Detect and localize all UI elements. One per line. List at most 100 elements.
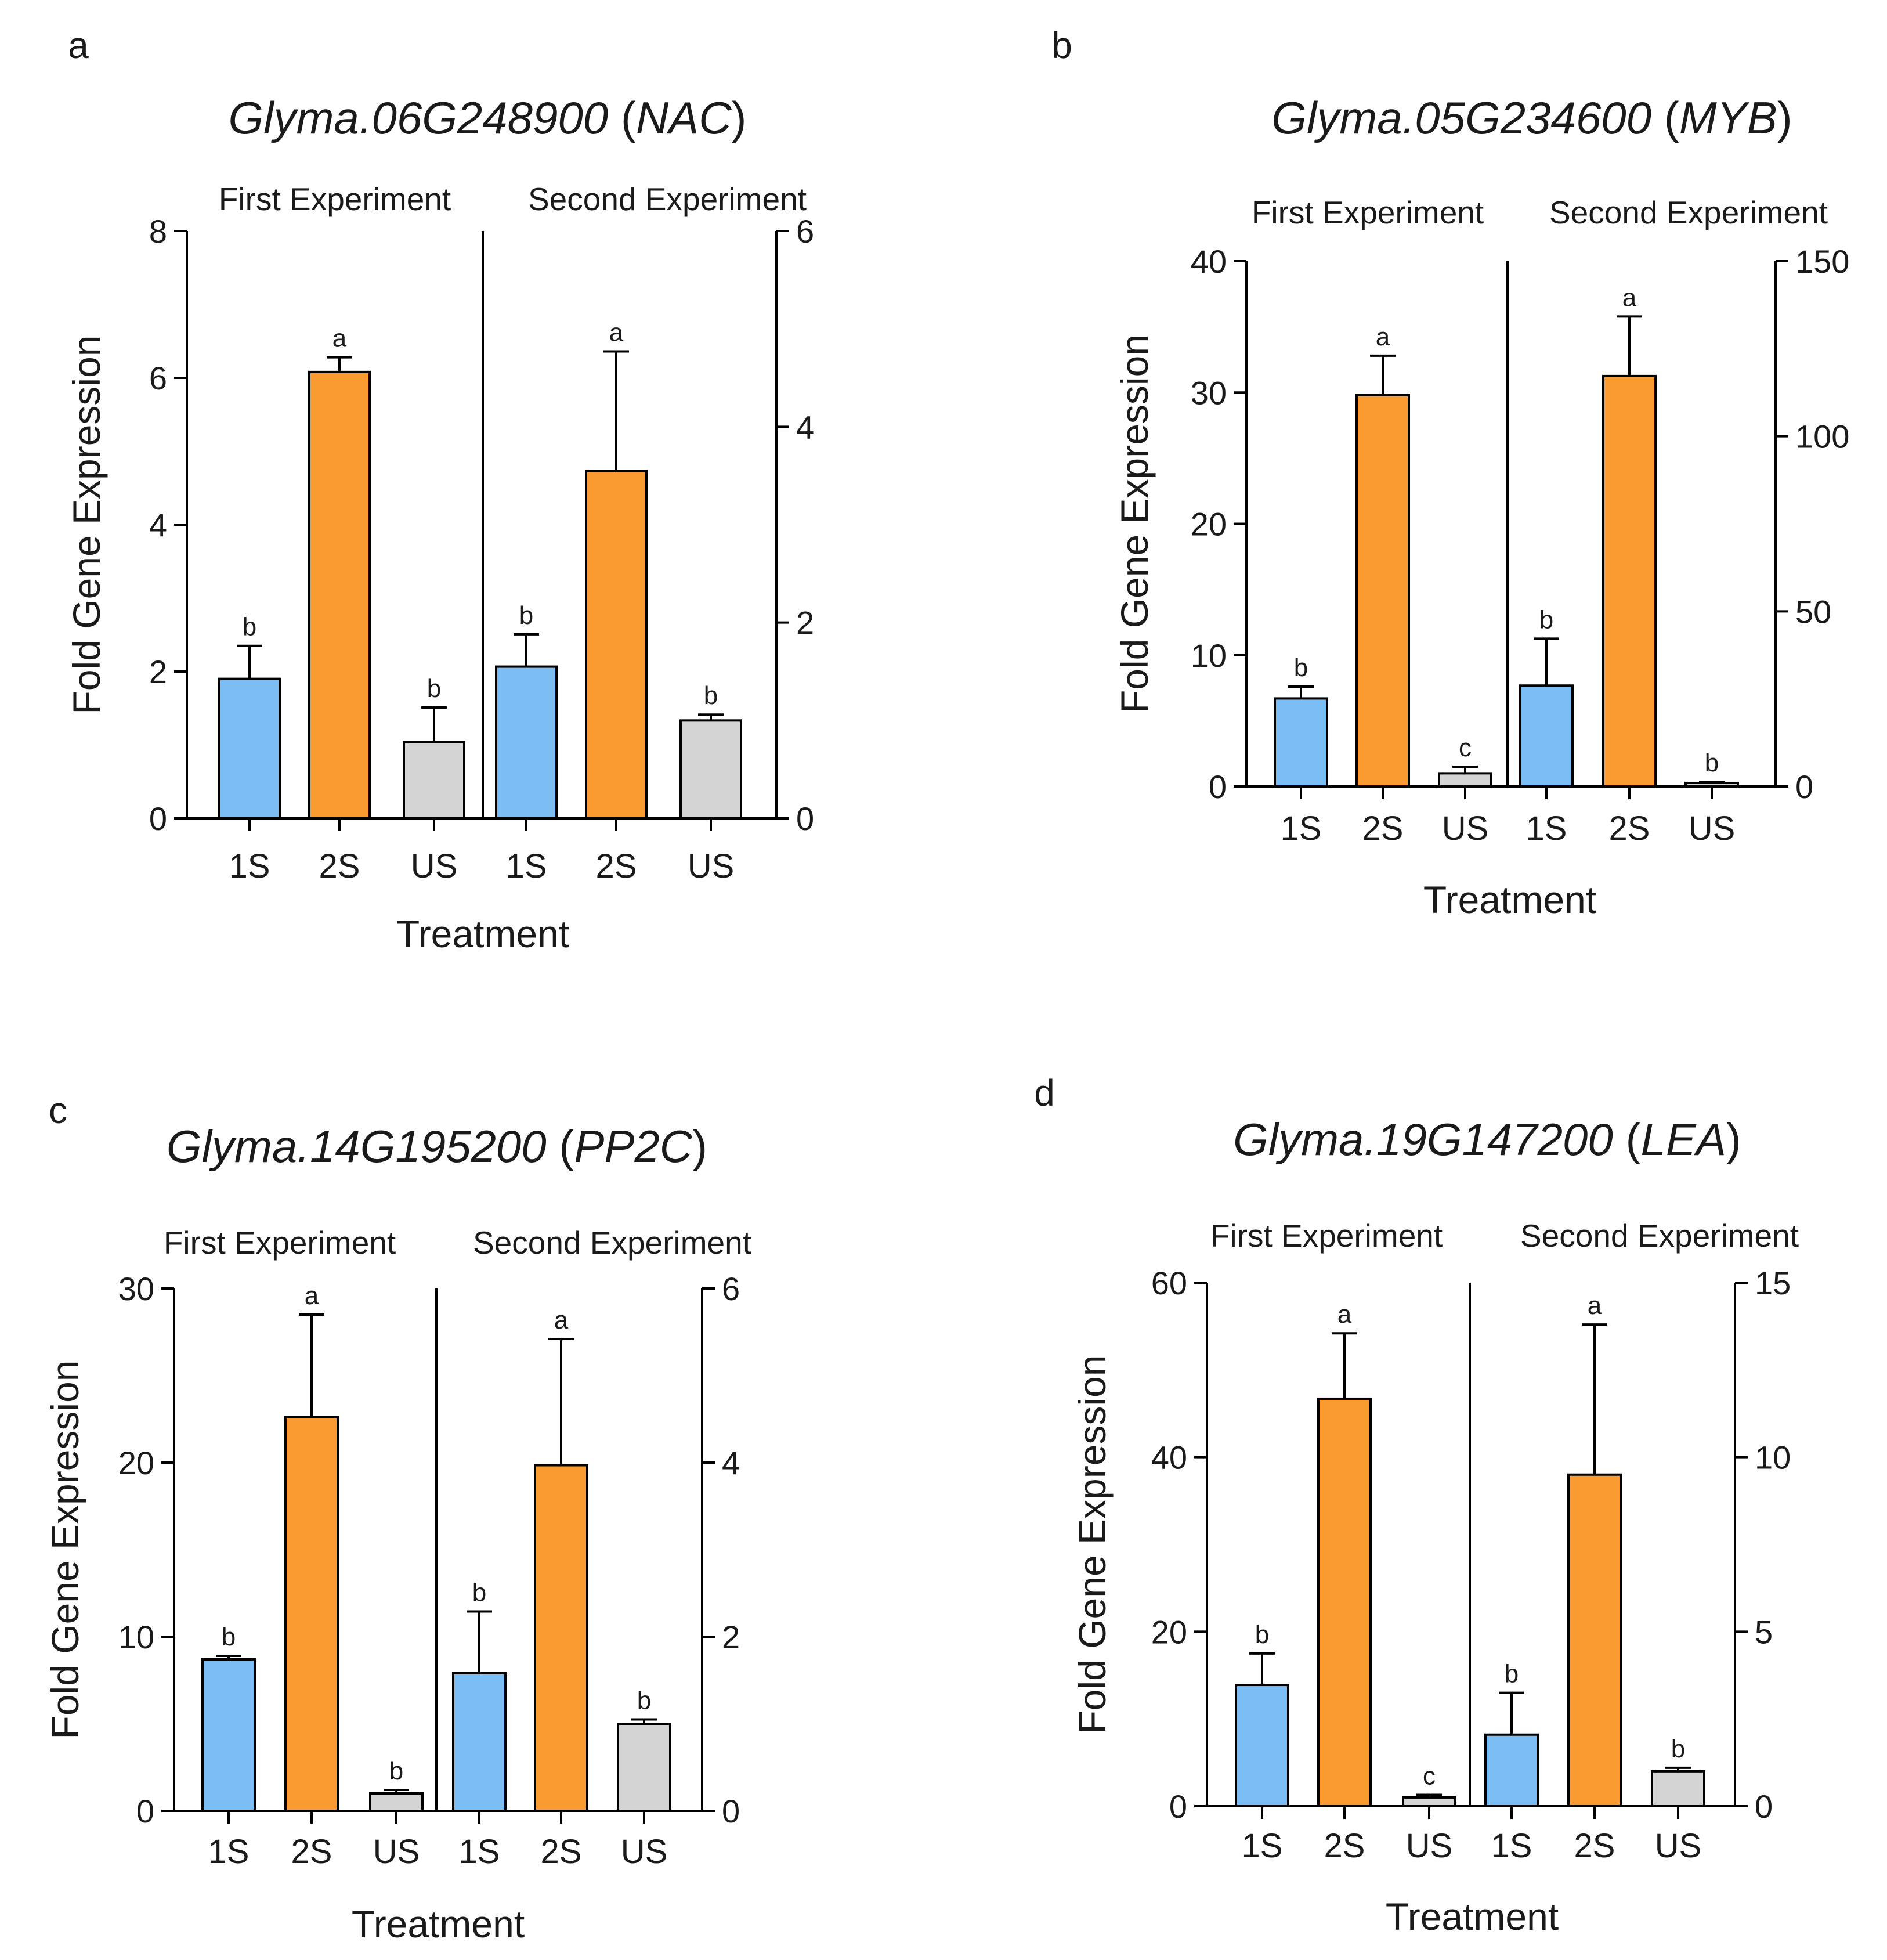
chart-title-gene: Glyma.19G147200: [1233, 1114, 1613, 1165]
significance-letter: b: [472, 1579, 486, 1607]
right-y-tick-label: 4: [796, 409, 814, 445]
panel-a: a Glyma.06G248900 (NAC) First Experiment Se…: [65, 24, 814, 955]
left-y-tick-label: 0: [149, 800, 167, 837]
chart-title-close-paren: ): [1726, 1114, 1741, 1165]
x-tick-label: 1S: [208, 1833, 250, 1871]
right-y-tick-label: 6: [722, 1270, 740, 1307]
x-tick-label: 2S: [541, 1833, 582, 1871]
bar-2s: [1317, 1397, 1372, 1807]
significance-letter: a: [1588, 1291, 1602, 1320]
bar-us: [1438, 772, 1492, 788]
left-y-tick-label: 0: [1209, 768, 1227, 805]
significance-letter: a: [1337, 1300, 1352, 1329]
bar-1s: [1235, 1684, 1289, 1807]
x-tick-label: 1S: [1526, 810, 1567, 847]
bar-us: [403, 741, 465, 820]
bar-us: [617, 1723, 671, 1812]
right-y-tick-label: 15: [1755, 1265, 1791, 1301]
left-y-tick-label: 60: [1151, 1265, 1187, 1301]
x-tick-label: 1S: [506, 847, 547, 885]
experiment-label: Second Experiment: [1549, 194, 1828, 230]
x-tick-label: US: [373, 1833, 420, 1871]
right-y-tick-label: 0: [1795, 768, 1813, 805]
x-tick-label: 1S: [1491, 1827, 1532, 1865]
significance-letter: b: [243, 613, 256, 641]
bar-1s: [218, 677, 281, 820]
experiment-label: First Experiment: [1210, 1218, 1443, 1254]
bar-1s: [1519, 684, 1574, 788]
bar-1s: [1274, 697, 1328, 788]
panel-letter: c: [49, 1089, 67, 1131]
chart-title: Glyma.19G147200 (LEA): [1233, 1114, 1741, 1165]
chart-title-family: MYB: [1679, 92, 1777, 143]
bar-us: [1684, 781, 1739, 788]
x-tick-label: 1S: [1242, 1827, 1283, 1865]
x-tick-label: 1S: [459, 1833, 500, 1871]
significance-letter: b: [222, 1623, 236, 1651]
chart-title-family: NAC: [636, 92, 732, 143]
x-tick-label: US: [1442, 810, 1489, 847]
significance-letter: a: [332, 324, 347, 353]
significance-letter: b: [1505, 1660, 1519, 1688]
bar-us: [1651, 1770, 1705, 1808]
bar-1s: [201, 1658, 256, 1812]
panel-d: d Glyma.19G147200 (LEA) First Experiment Se…: [1034, 1072, 1799, 1938]
experiment-label: Second Experiment: [1520, 1218, 1799, 1254]
significance-letter: a: [305, 1282, 319, 1310]
x-tick-label: US: [1406, 1827, 1453, 1865]
chart-title-gene: Glyma.06G248900: [228, 92, 608, 143]
right-y-tick-label: 0: [722, 1793, 740, 1829]
chart-title-open-paren: (: [608, 92, 636, 143]
x-tick-label: 2S: [1609, 810, 1650, 847]
right-y-tick-label: 100: [1795, 418, 1849, 455]
experiment-label: First Experiment: [164, 1225, 396, 1261]
bar-2s: [1355, 394, 1410, 788]
x-axis-title: Treatment: [352, 1903, 525, 1945]
chart-title-open-paren: (: [547, 1121, 574, 1172]
y-axis-title: Fold Gene Expression: [44, 1360, 86, 1739]
x-tick-label: 1S: [1281, 810, 1322, 847]
bar-2s: [534, 1464, 588, 1812]
y-axis-title: Fold Gene Expression: [1071, 1355, 1114, 1734]
significance-letter: b: [1539, 605, 1553, 634]
chart-title: Glyma.06G248900 (NAC): [228, 92, 746, 143]
chart-title-family: LEA: [1640, 1114, 1726, 1165]
chart-title: Glyma.14G195200 (PP2C): [167, 1121, 707, 1172]
left-y-tick-label: 4: [149, 507, 167, 543]
bar-1s: [1484, 1733, 1539, 1807]
panel-c: c Glyma.14G195200 (PP2C) First Experiment S…: [44, 1089, 751, 1945]
chart-title-gene: Glyma.05G234600: [1271, 92, 1651, 143]
right-y-tick-label: 0: [1755, 1788, 1773, 1825]
left-y-tick-label: 0: [136, 1793, 154, 1829]
experiment-label: Second Experiment: [473, 1225, 751, 1261]
bar-2s: [585, 470, 648, 820]
significance-letter: b: [389, 1757, 403, 1785]
left-y-tick-label: 6: [149, 360, 167, 396]
x-tick-label: US: [1655, 1827, 1702, 1865]
left-y-tick-label: 30: [118, 1270, 154, 1307]
bar-2s: [308, 370, 371, 820]
significance-letter: b: [519, 601, 533, 630]
significance-letter: a: [1376, 323, 1390, 351]
x-tick-label: 2S: [1362, 810, 1404, 847]
left-y-tick-label: 0: [1169, 1788, 1187, 1825]
left-y-tick-label: 10: [118, 1619, 154, 1655]
x-tick-label: US: [411, 847, 458, 885]
left-y-tick-label: 40: [1151, 1439, 1187, 1476]
left-y-tick-label: 40: [1191, 243, 1227, 280]
left-y-tick-label: 10: [1191, 637, 1227, 674]
x-tick-label: 2S: [1574, 1827, 1615, 1865]
bar-2s: [1567, 1473, 1622, 1808]
x-tick-label: 1S: [229, 847, 270, 885]
significance-letter: b: [1671, 1735, 1685, 1763]
panel-letter: d: [1034, 1072, 1055, 1114]
bar-2s: [284, 1416, 339, 1812]
left-y-tick-label: 2: [149, 654, 167, 690]
panel-b: b Glyma.05G234600 (MYB) First Experiment Se…: [1051, 24, 1849, 921]
experiment-label: First Experiment: [219, 181, 451, 217]
right-y-tick-label: 50: [1795, 593, 1831, 630]
left-y-tick-label: 20: [1191, 506, 1227, 543]
left-y-tick-label: 30: [1191, 374, 1227, 411]
left-y-tick-label: 20: [118, 1445, 154, 1481]
